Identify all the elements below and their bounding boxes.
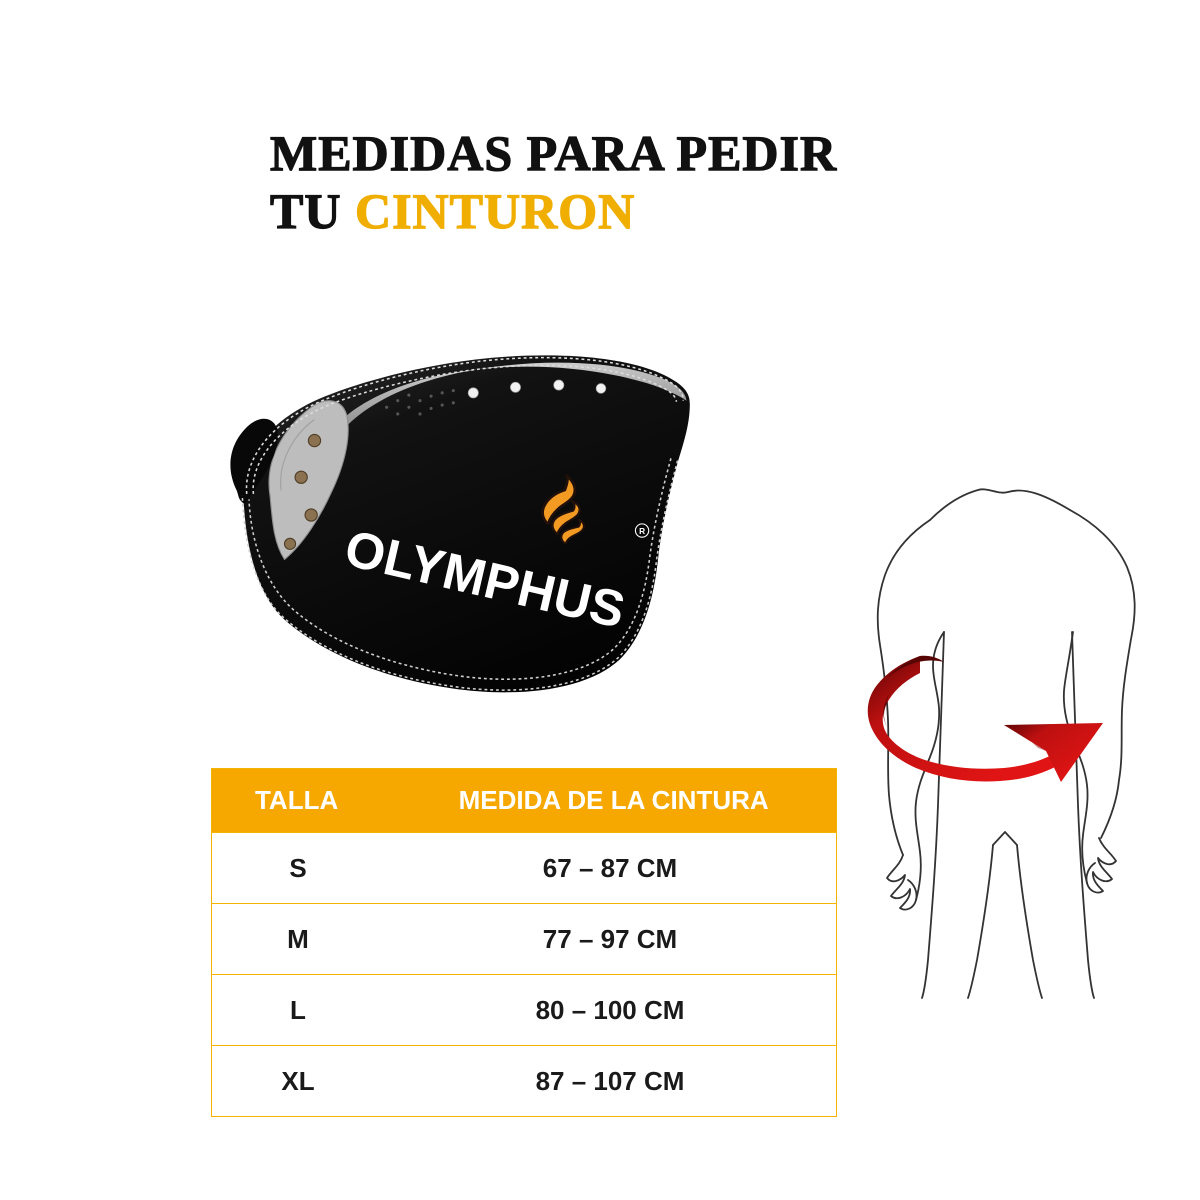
svg-text:R: R [639, 526, 645, 536]
